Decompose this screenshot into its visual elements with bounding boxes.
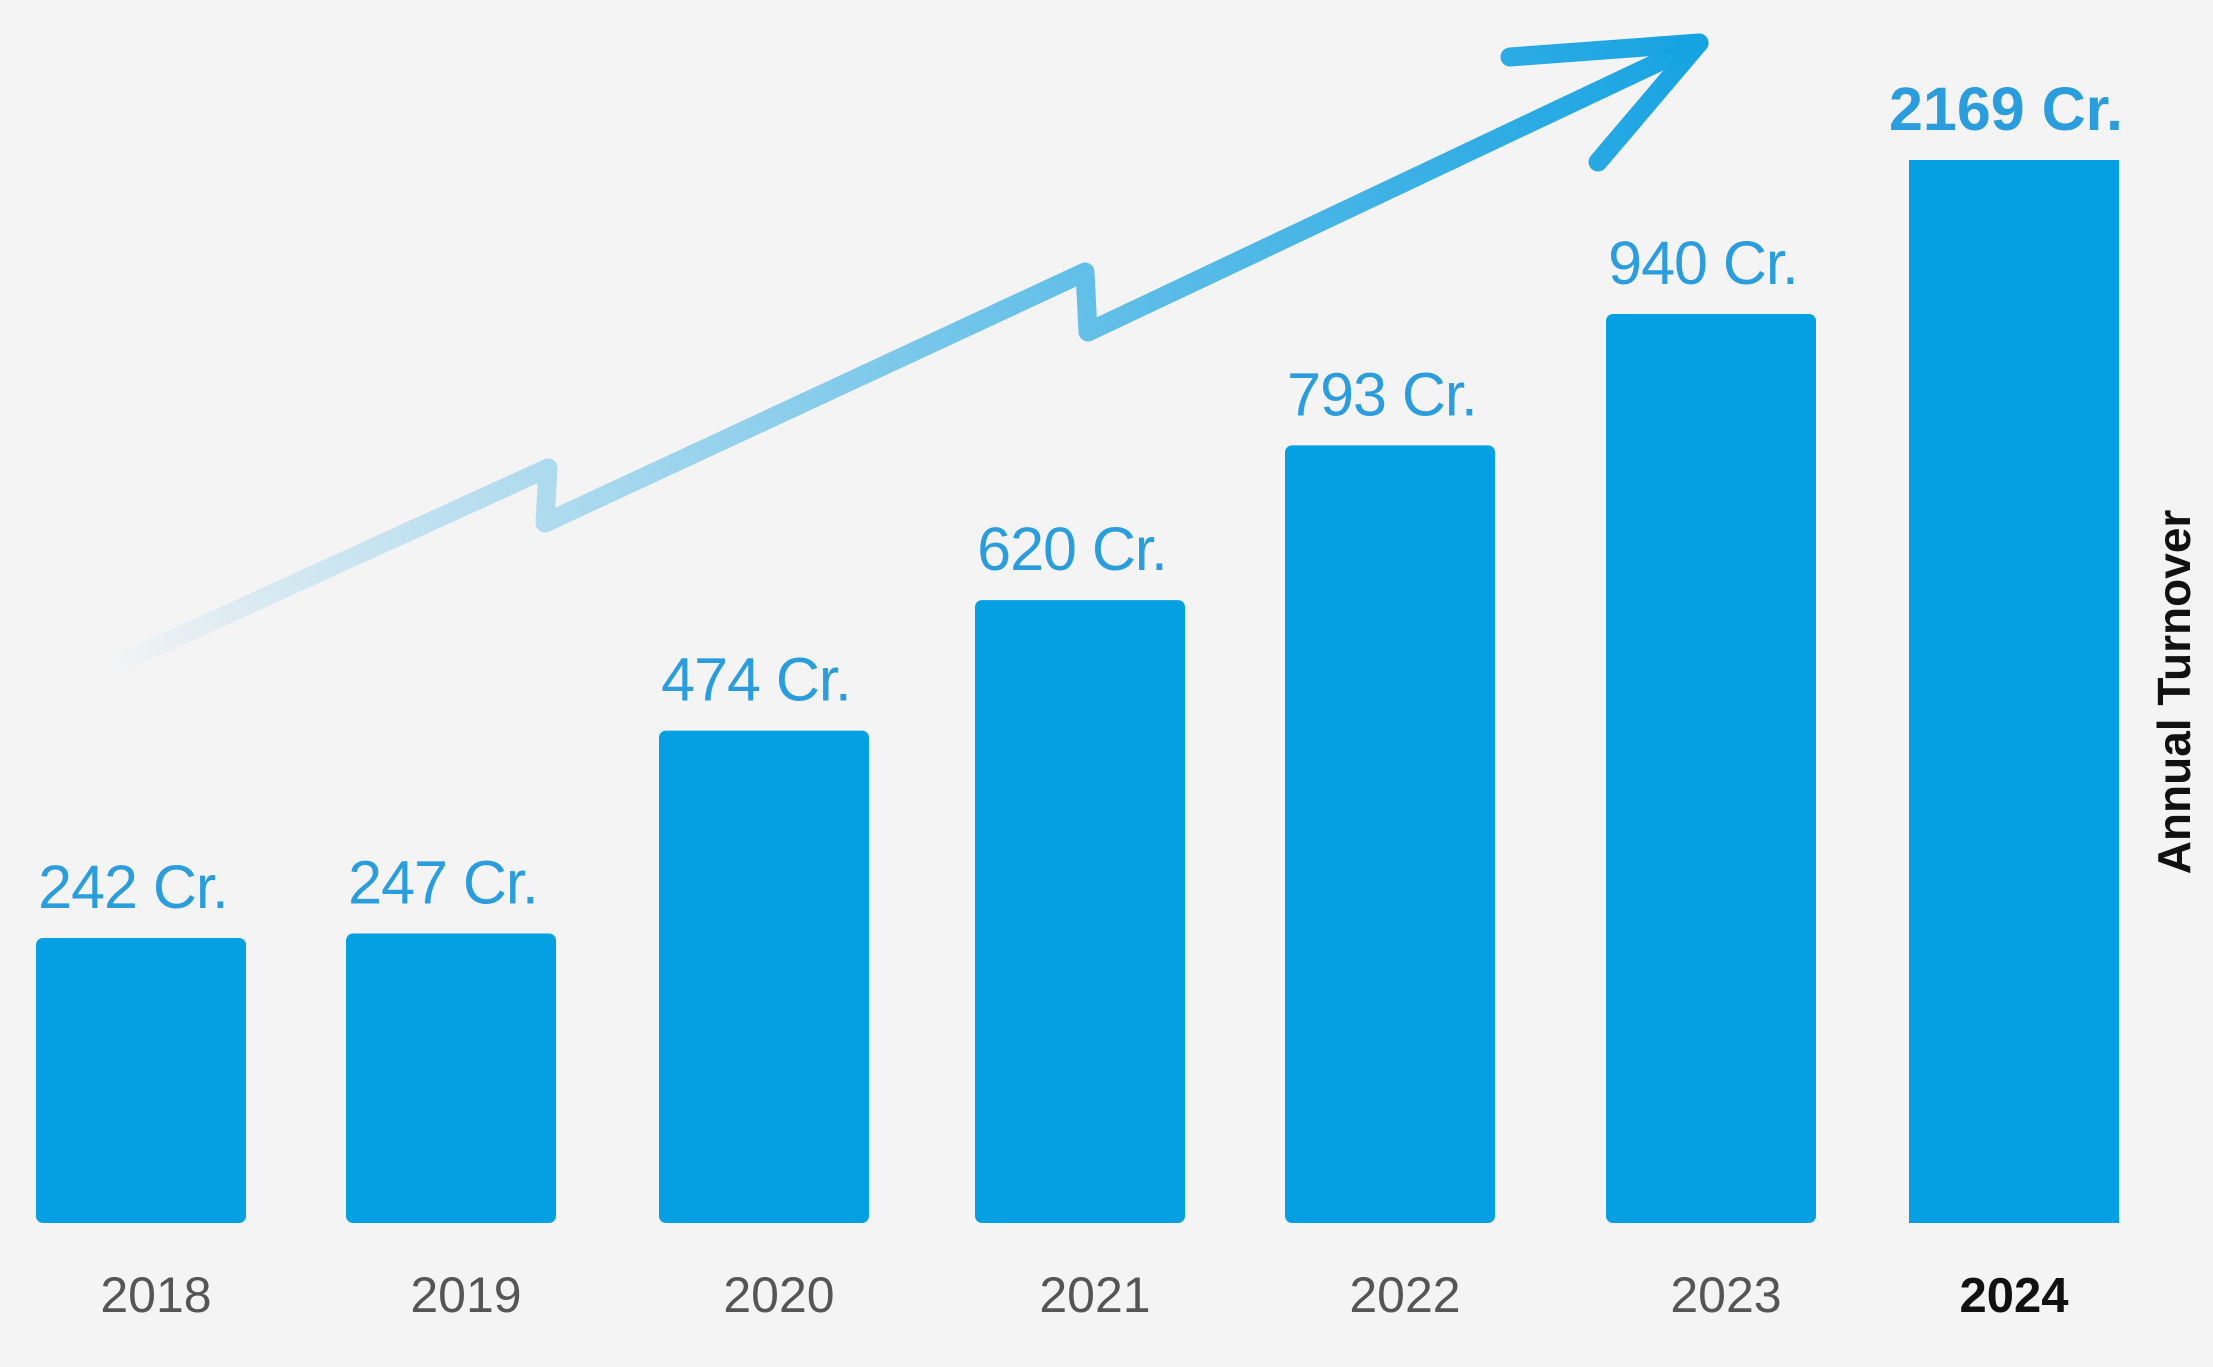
bar-2021 — [975, 600, 1185, 1223]
year-label-2021: 2021 — [1039, 1267, 1150, 1323]
value-label-2021: 620 Cr. — [977, 515, 1167, 583]
trend-arrow-icon — [95, 33, 1709, 680]
value-label-2023: 940 Cr. — [1608, 229, 1798, 297]
x-axis-labels: 2018 2019 2020 2021 2022 2023 2024 — [100, 1267, 2068, 1323]
value-label-2020: 474 Cr. — [661, 646, 851, 714]
bar-2024 — [1909, 160, 2119, 1223]
year-label-2023: 2023 — [1670, 1267, 1781, 1323]
year-label-2020: 2020 — [723, 1267, 834, 1323]
bar-2023 — [1606, 314, 1816, 1223]
value-labels-group: 242 Cr. 247 Cr. 474 Cr. 620 Cr. 793 Cr. 940 C… — [38, 75, 2123, 921]
value-label-2018: 242 Cr. — [38, 853, 228, 921]
y-axis-title: Annual Turnover — [2148, 510, 2200, 875]
bar-2020 — [659, 730, 869, 1223]
value-label-2022: 793 Cr. — [1287, 360, 1477, 428]
bar-2022 — [1285, 445, 1495, 1223]
year-label-2024: 2024 — [1959, 1269, 2068, 1323]
year-label-2022: 2022 — [1349, 1267, 1460, 1323]
value-label-2019: 247 Cr. — [348, 849, 538, 917]
bar-2019 — [346, 933, 556, 1223]
bar-2018 — [36, 938, 246, 1223]
bars-group — [36, 160, 2119, 1223]
year-label-2019: 2019 — [410, 1267, 521, 1323]
year-label-2018: 2018 — [100, 1267, 211, 1323]
value-label-2024: 2169 Cr. — [1889, 75, 2123, 143]
